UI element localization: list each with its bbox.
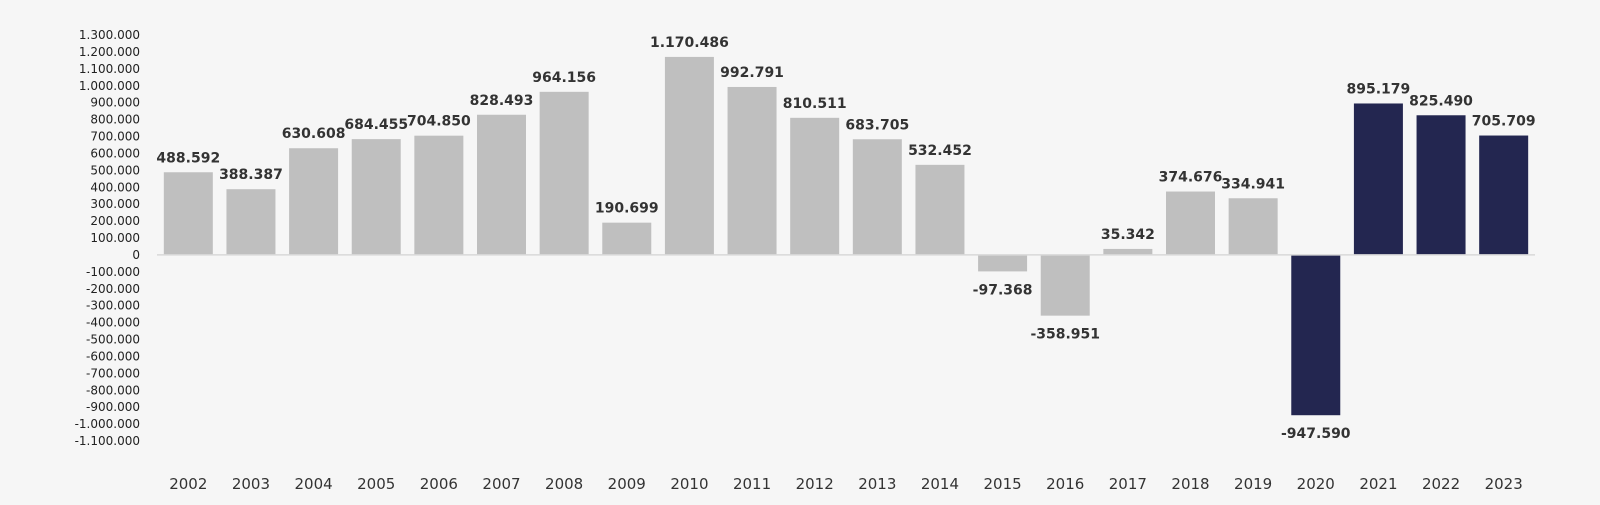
bar-2002 (163, 172, 213, 255)
y-tick-label: -700.000 (86, 366, 140, 380)
bar-2018 (1166, 191, 1215, 255)
data-label-2007: 828.493 (470, 93, 534, 109)
y-tick-label: 600.000 (90, 146, 140, 160)
data-label-2019: 334.941 (1221, 176, 1285, 192)
x-tick-label: 2003 (232, 475, 270, 493)
x-tick-label: 2016 (1046, 475, 1084, 493)
y-tick-label: 200.000 (90, 214, 140, 228)
y-tick-label: 700.000 (90, 130, 140, 144)
bars (163, 56, 1529, 416)
x-tick-label: 2002 (169, 475, 207, 493)
data-label-2002: 488.592 (156, 150, 220, 166)
y-tick-label: 1.300.000 (79, 28, 140, 42)
y-tick-label: -800.000 (86, 383, 140, 397)
data-label-2015: -97.368 (973, 282, 1033, 298)
bar-2006 (414, 135, 464, 255)
bar-2014 (915, 164, 965, 255)
x-tick-label: 2004 (294, 475, 332, 493)
data-label-2009: 190.699 (595, 201, 659, 217)
y-tick-label: 500.000 (90, 163, 140, 177)
y-tick-label: -900.000 (86, 400, 140, 414)
data-label-2005: 684.455 (344, 117, 408, 133)
x-tick-label: 2009 (608, 475, 646, 493)
y-tick-label: -100.000 (86, 265, 140, 279)
data-label-2023: 705.709 (1472, 114, 1536, 130)
data-label-2010: 1.170.486 (650, 35, 729, 51)
x-tick-label: 2011 (733, 475, 771, 493)
y-tick-label: 1.100.000 (79, 62, 140, 76)
x-tick-label: 2008 (545, 475, 583, 493)
x-axis: 2002 2003 2004 2005 2006 2007 2008 2009 2010 2011… (169, 475, 1523, 493)
y-tick-label: 900.000 (90, 96, 140, 110)
bar-2009 (602, 222, 652, 255)
bar-2015 (978, 254, 1028, 272)
bar-2019 (1228, 198, 1278, 255)
data-label-2017: 35.342 (1101, 227, 1155, 243)
x-tick-label: 2020 (1297, 475, 1335, 493)
x-tick-label: 2006 (420, 475, 458, 493)
data-label-2011: 992.791 (720, 65, 784, 81)
data-label-2004: 630.608 (282, 126, 346, 142)
data-label-2006: 704.850 (407, 114, 471, 130)
x-tick-label: 2017 (1109, 475, 1147, 493)
bar-2004 (289, 148, 339, 255)
x-tick-label: 2014 (921, 475, 959, 493)
bar-2016 (1040, 254, 1090, 316)
bar-2012 (790, 117, 840, 255)
data-label-2014: 532.452 (908, 143, 972, 159)
y-axis: 1.300.000 1.200.000 1.100.000 1.000.000 900.… (75, 28, 140, 448)
x-tick-label: 2007 (482, 475, 520, 493)
data-label-2003: 388.387 (219, 167, 283, 183)
bar-2022 (1416, 115, 1466, 255)
data-label-2016: -358.951 (1030, 327, 1100, 343)
bar-2020 (1291, 254, 1341, 416)
x-tick-label: 2019 (1234, 475, 1272, 493)
x-tick-label: 2015 (983, 475, 1021, 493)
x-tick-label: 2022 (1422, 475, 1460, 493)
data-label-2013: 683.705 (845, 117, 909, 133)
data-label-2012: 810.511 (783, 96, 847, 112)
x-tick-label: 2010 (670, 475, 708, 493)
bar-2017 (1103, 248, 1153, 255)
bar-2008 (539, 91, 589, 255)
y-tick-label: -300.000 (86, 299, 140, 313)
x-tick-label: 2023 (1485, 475, 1523, 493)
y-tick-label: 0 (132, 248, 140, 262)
x-tick-label: 2021 (1359, 475, 1397, 493)
y-tick-label: -600.000 (86, 349, 140, 363)
x-tick-label: 2013 (858, 475, 896, 493)
x-tick-label: 2018 (1171, 475, 1209, 493)
bar-2007 (477, 114, 526, 255)
data-label-2008: 964.156 (532, 70, 596, 86)
y-tick-label: -200.000 (86, 282, 140, 296)
y-tick-label: -1.100.000 (75, 434, 140, 448)
bar-2005 (351, 139, 401, 255)
y-tick-label: -500.000 (86, 333, 140, 347)
data-label-2020: -947.590 (1281, 426, 1351, 442)
y-tick-label: 400.000 (90, 180, 140, 194)
data-label-2021: 895.179 (1347, 81, 1411, 97)
y-tick-label: 1.200.000 (79, 45, 140, 59)
bar-2003 (226, 189, 276, 255)
data-label-2018: 374.676 (1159, 170, 1223, 186)
bar-2011 (727, 86, 777, 255)
x-tick-label: 2012 (796, 475, 834, 493)
bar-2013 (852, 139, 902, 255)
x-tick-label: 2005 (357, 475, 395, 493)
data-label-2022: 825.490 (1409, 93, 1473, 109)
bar-2023 (1479, 135, 1529, 255)
y-tick-label: -1.000.000 (75, 417, 140, 431)
bar-2021 (1353, 103, 1403, 255)
y-tick-label: 300.000 (90, 197, 140, 211)
y-tick-label: 1.000.000 (79, 79, 140, 93)
y-tick-label: 800.000 (90, 113, 140, 127)
bar-2010 (664, 56, 714, 255)
y-tick-label: 100.000 (90, 231, 140, 245)
y-tick-label: -400.000 (86, 316, 140, 330)
